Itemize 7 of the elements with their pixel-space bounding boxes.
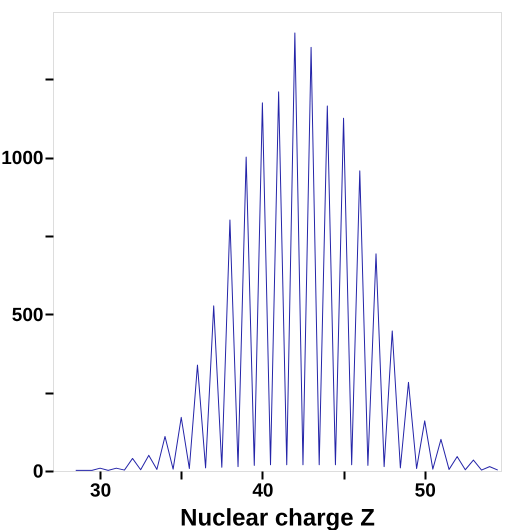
line-series xyxy=(75,32,498,471)
x-tick-label: 30 xyxy=(90,480,112,502)
y-tick-label: 1000 xyxy=(1,148,44,170)
y-tick-label: 500 xyxy=(12,304,44,326)
x-tick-label: 40 xyxy=(252,480,274,502)
y-tick-label: 0 xyxy=(32,462,44,482)
x-tick-label: 50 xyxy=(414,480,436,502)
